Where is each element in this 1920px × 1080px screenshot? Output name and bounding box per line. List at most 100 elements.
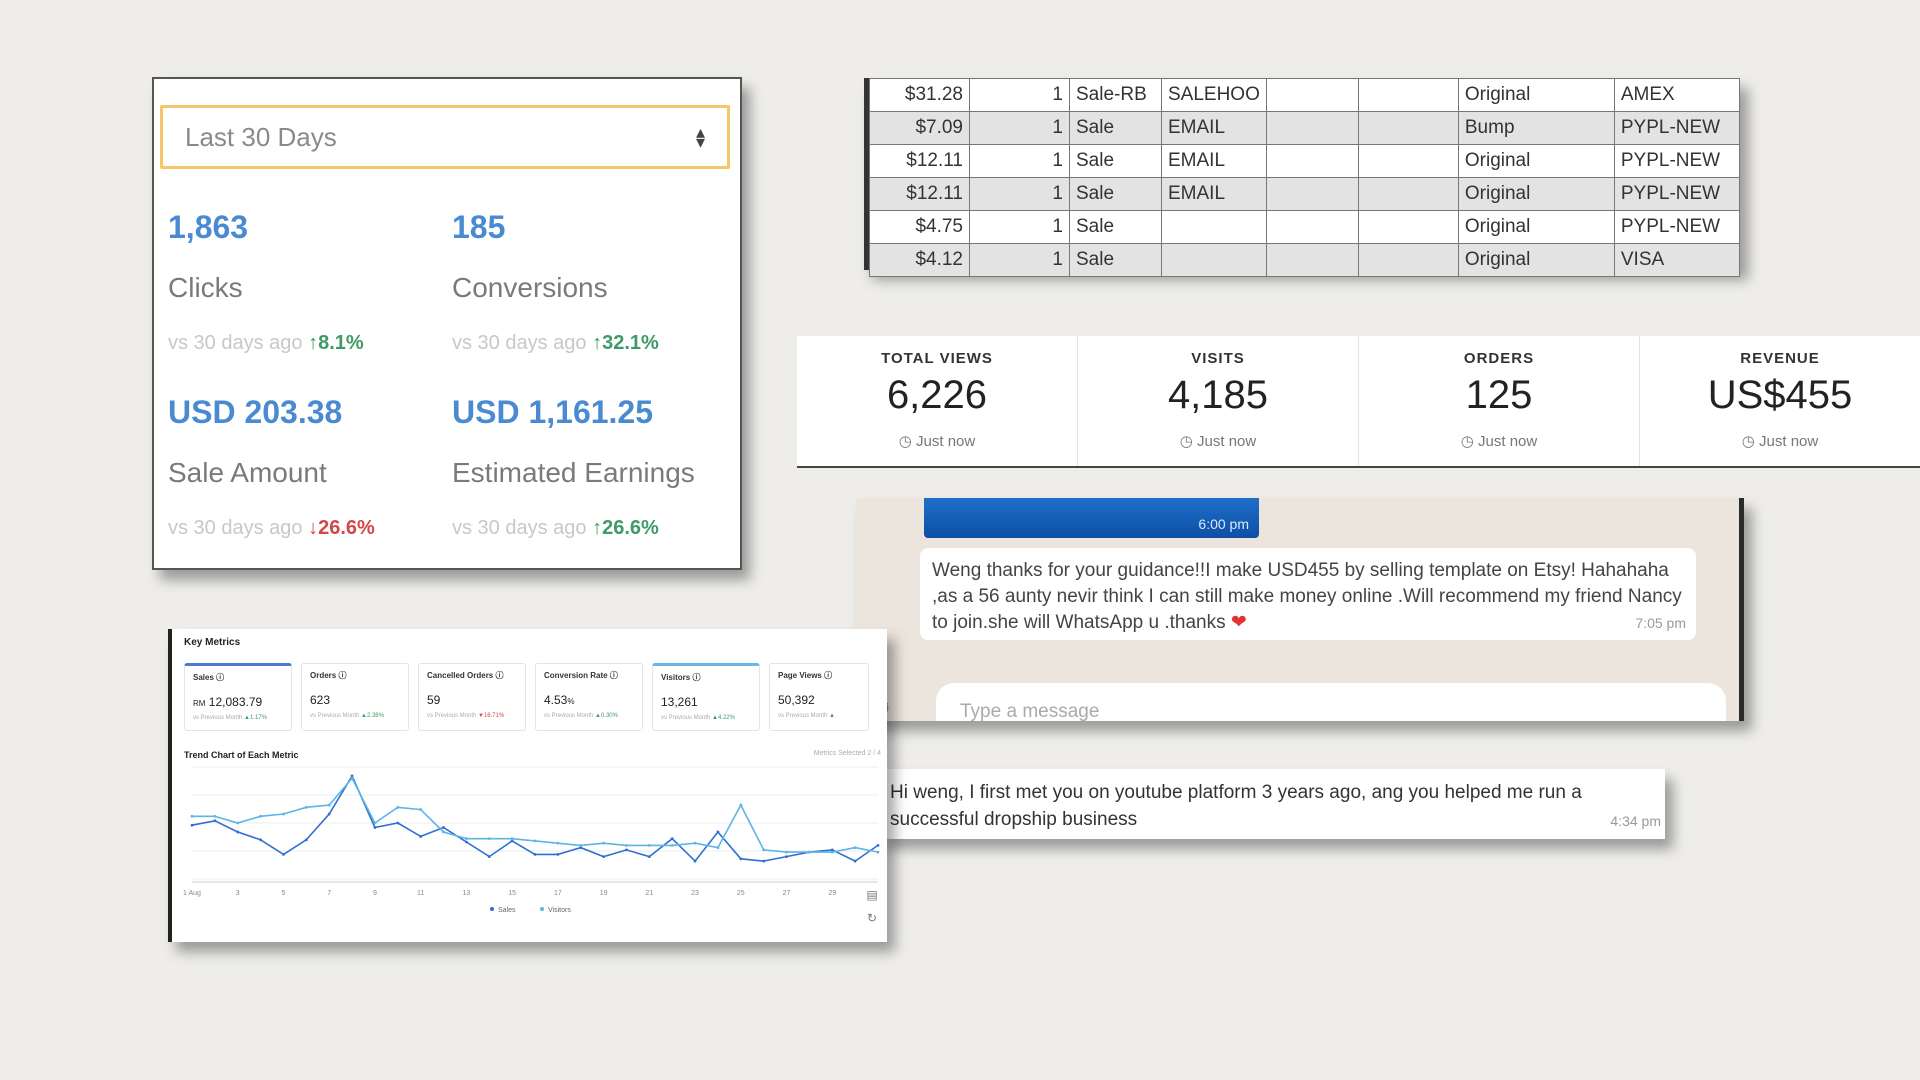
table-cell (1357, 210, 1459, 244)
etsy-stats-bar: TOTAL VIEWS 6,226 ◷ Just now VISITS 4,18… (797, 336, 1920, 468)
table-cell: PYPL-NEW (1613, 210, 1741, 244)
table-cell (1265, 210, 1359, 244)
stat-sale-amount: USD 203.38 Sale Amount vs 30 days ago ↓2… (168, 394, 438, 540)
date-range-value: Last 30 Days (185, 121, 337, 152)
trend-down-icon: ↓ (308, 517, 319, 539)
table-cell: Sale (1069, 111, 1162, 145)
stat-value: USD 203.38 (168, 394, 343, 430)
data-point (350, 774, 354, 778)
metric-value: 13,261 (661, 695, 698, 709)
data-point (213, 814, 217, 818)
data-point (487, 855, 491, 858)
metric-card-sales[interactable]: Sales ⓘ RM 12,083.79 vs Previous Month ▲1.… (184, 663, 292, 731)
metric-compare: vs Previous Month ▲2.38% (310, 713, 384, 719)
clock-icon: ◷ (1179, 433, 1193, 450)
data-point (259, 838, 262, 842)
data-point (693, 859, 697, 863)
data-point (876, 844, 880, 847)
comment-bubble: Hi weng, I first met you on youtube plat… (878, 769, 1665, 839)
data-point (647, 844, 651, 847)
info-icon: ⓘ (338, 671, 347, 680)
stat-value: US$455 (1707, 373, 1853, 417)
info-icon: ⓘ (609, 671, 618, 680)
stat-label: REVENUE (1740, 350, 1820, 367)
metric-compare: vs Previous Month ▲4.22% (661, 715, 735, 721)
table-cell (1265, 144, 1359, 178)
legend-item-sales[interactable]: Sales (490, 907, 516, 914)
stat-updated: ◷ Just now (1741, 433, 1819, 450)
orders-table: $31.28 1 Sale-RB SALEHOO Original AMEX $7.09 1 S… (869, 78, 1741, 277)
comment-time: 4:34 pm (1610, 813, 1661, 829)
metric-card-conversion-rate[interactable]: Conversion Rate ⓘ 4.53% vs Previous Month… (535, 663, 643, 731)
x-tick-label: 19 (600, 890, 608, 897)
data-point (670, 844, 674, 847)
metric-card-cancelled-orders[interactable]: Cancelled Orders ⓘ 59 vs Previous Month ▼… (418, 663, 526, 731)
metric-label: Cancelled Orders ⓘ (427, 671, 504, 680)
stat-estimated-earnings: USD 1,161.25 Estimated Earnings vs 30 da… (452, 394, 722, 540)
trend-up-icon: ↑ (592, 332, 603, 354)
table-cell: Sale (1069, 144, 1162, 178)
table-cell: EMAIL (1161, 177, 1267, 211)
table-row: $12.11 1 Sale EMAIL Original PYPL-NEW (869, 144, 1741, 178)
data-point (304, 805, 308, 809)
data-point (739, 857, 743, 861)
clock-icon: ◷ (898, 433, 912, 450)
data-point (625, 844, 628, 847)
data-point (533, 852, 537, 856)
clock-icon: ◷ (1741, 433, 1755, 450)
data-point (762, 859, 766, 863)
stat-label: VISITS (1191, 350, 1245, 367)
stat-label: Clicks (168, 272, 243, 303)
stat-label: Conversions (452, 272, 608, 303)
data-point (190, 823, 194, 827)
data-point (373, 826, 377, 829)
metric-card-page-views[interactable]: Page Views ⓘ 50,392 vs Previous Month ▲ (769, 663, 869, 731)
stat-updated: ◷ Just now (898, 433, 976, 450)
table-row: $4.12 1 Sale Original VISA (869, 243, 1741, 277)
data-point (647, 855, 651, 858)
stat-value: 1,863 (168, 209, 249, 245)
table-cell: AMEX (1613, 78, 1741, 112)
stat-value: 185 (452, 209, 506, 245)
table-cell: VISA (1613, 243, 1741, 277)
table-cell (1357, 144, 1459, 178)
message-input[interactable]: Type a message (936, 683, 1726, 722)
date-range-select[interactable]: Last 30 Days ▴ ▾ (160, 105, 730, 169)
stat-clicks: 1,863 Clicks vs 30 days ago ↑8.1% (168, 209, 438, 355)
export-icon[interactable]: ▤ (866, 888, 878, 902)
legend-item-visitors[interactable]: Visitors (540, 907, 571, 914)
table-cell: PYPL-NEW (1613, 111, 1741, 145)
data-point (510, 837, 514, 841)
legend-dot (490, 907, 494, 911)
stat-updated: ◷ Just now (1179, 433, 1257, 450)
table-cell (1357, 111, 1459, 145)
metric-card-visitors[interactable]: Visitors ⓘ 13,261 vs Previous Month ▲4.22… (652, 663, 760, 731)
stat-label: TOTAL VIEWS (881, 350, 993, 367)
table-cell: 1 (969, 210, 1070, 244)
data-point (762, 848, 766, 852)
metric-value: 623 (310, 693, 331, 707)
metric-value: 50,392 (778, 693, 815, 707)
metric-compare: vs Previous Month ▲0.30% (544, 713, 618, 719)
metric-card-orders[interactable]: Orders ⓘ 623 vs Previous Month ▲2.38% (301, 663, 409, 731)
stat-total-views: TOTAL VIEWS 6,226 ◷ Just now (797, 336, 1078, 466)
data-point (487, 837, 491, 841)
table-cell: 1 (969, 144, 1070, 178)
key-metrics-title: Key Metrics (184, 637, 241, 648)
stat-label: ORDERS (1463, 350, 1535, 367)
stat-label: Estimated Earnings (452, 457, 695, 488)
metric-label: Visitors ⓘ (661, 673, 701, 682)
table-cell (1357, 243, 1459, 277)
table-cell (1265, 243, 1359, 277)
stat-value: 6,226 (886, 373, 988, 417)
table-cell: Sale (1069, 210, 1162, 244)
table-cell: 1 (969, 111, 1070, 145)
data-point (830, 850, 834, 854)
data-point (808, 850, 811, 854)
table-cell (1265, 78, 1359, 112)
data-point (853, 859, 857, 863)
refresh-icon[interactable]: ↻ (866, 911, 878, 925)
x-tick-label: 27 (783, 890, 791, 897)
metric-compare: vs Previous Month ▲1.17% (193, 715, 267, 721)
data-point (350, 776, 354, 780)
